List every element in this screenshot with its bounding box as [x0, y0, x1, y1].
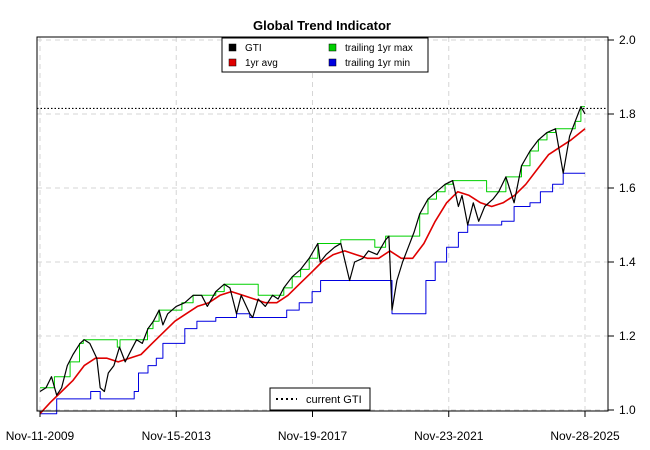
x-tick-label: Nov-11-2009 — [6, 429, 75, 443]
legend-label-gti: GTI — [245, 43, 262, 54]
plot-area — [36, 36, 609, 412]
legend-label-trailing-min: trailing 1yr min — [345, 58, 410, 69]
x-tick-label: Nov-15-2013 — [142, 429, 212, 443]
legend-label-current-gti: current GTI — [306, 394, 362, 406]
legend-label-1yr-avg: 1yr avg — [245, 58, 278, 69]
legend-swatch-trailing-max — [328, 43, 337, 52]
y-tick-label: 1.2 — [619, 329, 636, 343]
series-group — [39, 106, 586, 415]
legend-label-trailing-max: trailing 1yr max — [345, 43, 413, 54]
x-tick-label: Nov-19-2017 — [278, 429, 348, 443]
y-tick-label: 1.8 — [619, 107, 636, 121]
legend-bottom-box — [269, 387, 371, 411]
trailing-1yr-min-series-line — [40, 172, 585, 415]
x-tick-label: Nov-28-2025 — [550, 429, 620, 443]
y-axis: 1.0 1.2 1.4 1.6 1.8 2.0 — [608, 33, 636, 417]
legend-swatch-trailing-min — [328, 58, 337, 67]
x-axis: Nov-11-2009 Nov-15-2013 Nov-19-2017 Nov-23-… — [6, 411, 620, 443]
legend-top: GTI 1yr avg trailing 1yr max trailing 1y… — [221, 37, 429, 73]
legend-bottom: current GTI — [269, 387, 371, 411]
x-tick-label: Nov-23-2021 — [414, 429, 484, 443]
y-tick-label: 1.4 — [619, 255, 636, 269]
1yr-avg-series-line — [39, 128, 586, 415]
chart-title: Global Trend Indicator — [253, 18, 391, 33]
y-tick-label: 1.0 — [619, 403, 636, 417]
gti-series-line — [39, 106, 586, 396]
legend-swatch-1yr-avg — [228, 58, 237, 67]
y-tick-label: 2.0 — [619, 33, 636, 47]
legend-swatch-gti — [228, 43, 237, 52]
legend-top-box — [221, 37, 429, 73]
y-tick-label: 1.6 — [619, 181, 636, 195]
